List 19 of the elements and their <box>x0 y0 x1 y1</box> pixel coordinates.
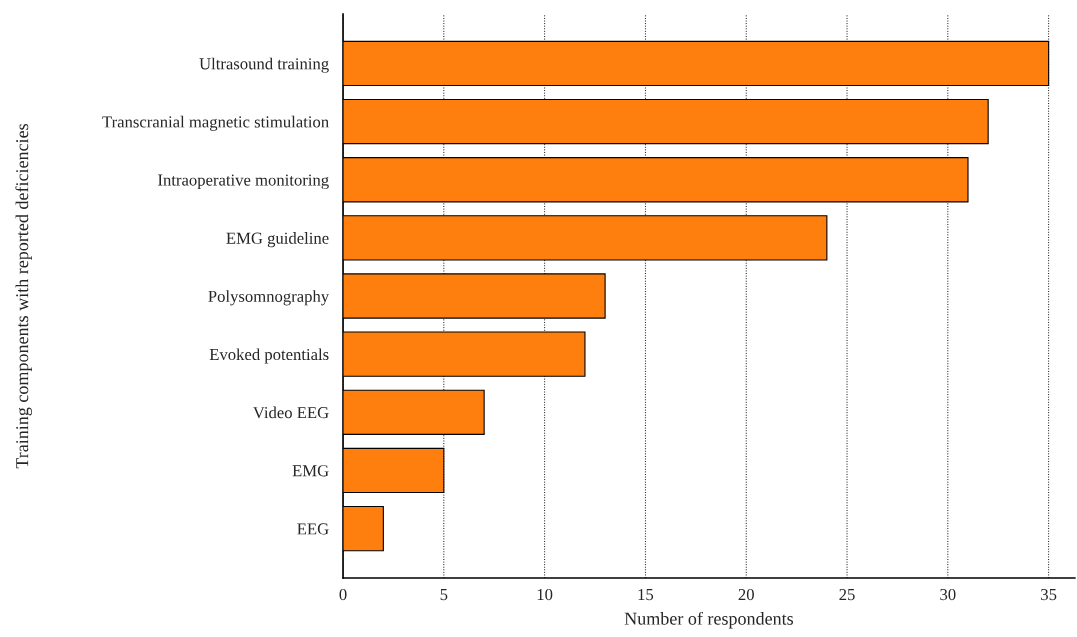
y-tick-label: Polysomnography <box>208 290 330 306</box>
x-tick-label: 20 <box>738 588 754 601</box>
x-tick-label: 15 <box>638 588 654 601</box>
y-axis-title: Training components with reported deficiencies <box>15 124 32 469</box>
y-tick-label: EMG guideline <box>226 232 329 248</box>
y-tick-label: Transcranial magnetic stimulation <box>102 115 329 131</box>
x-tick-label: 35 <box>1041 588 1057 601</box>
y-tick-label: Ultrasound training <box>199 57 329 73</box>
y-tick-label: Intraoperative monitoring <box>158 174 329 190</box>
y-tick-label: Video EEG <box>253 406 329 419</box>
x-tick-label: 30 <box>940 588 956 601</box>
x-tick-label: 0 <box>339 588 347 601</box>
y-tick-label: EEG <box>297 523 329 535</box>
x-tick-label: 5 <box>440 589 448 601</box>
x-tick-label: 10 <box>537 588 553 601</box>
x-tick-label: 25 <box>839 588 855 601</box>
x-axis-title: Number of respondents <box>624 611 794 629</box>
y-tick-label: Evoked potentials <box>209 348 329 364</box>
y-tick-label: EMG <box>292 465 329 477</box>
